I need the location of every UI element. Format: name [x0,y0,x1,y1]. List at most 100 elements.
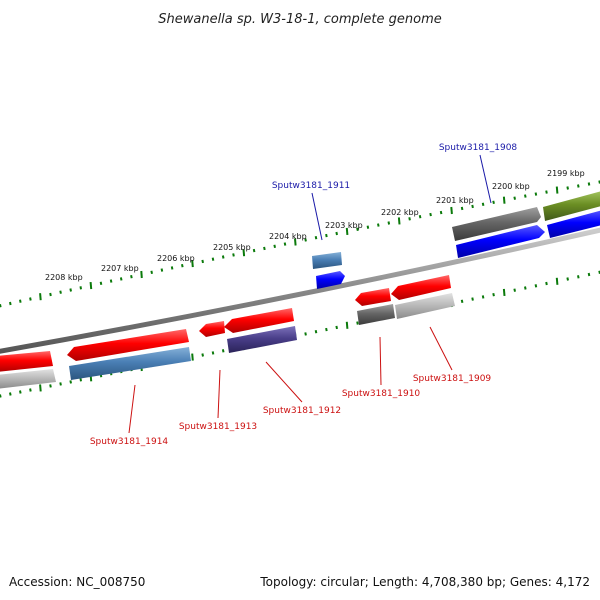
minor-tick [170,266,174,270]
gene-feature[interactable] [357,304,395,325]
minor-tick [160,268,164,272]
cds-feature[interactable] [316,271,345,289]
gene-feature[interactable] [543,191,600,221]
reverse-features [0,275,455,389]
major-tick [294,238,297,246]
minor-tick [356,227,359,231]
cds-feature[interactable] [355,288,391,306]
minor-tick [69,380,72,384]
major-tick [89,282,93,290]
cds-feature[interactable] [0,351,53,372]
ruler-label: 2207 kbp [101,264,139,273]
major-tick [397,217,401,225]
gene-feature[interactable] [0,369,56,389]
minor-tick [534,284,538,288]
gene-feature[interactable] [227,326,297,353]
minor-tick [119,277,123,281]
minor-tick [211,351,215,355]
ruler-ticks [0,180,600,308]
minor-tick [460,299,464,303]
minor-tick [325,327,328,332]
ruler-label: 2203 kbp [325,221,363,230]
minor-tick [181,264,184,268]
gene-label-reverse[interactable]: Sputw3181_1910 [342,389,421,399]
ruler-label: 2208 kbp [45,273,83,282]
minor-tick [471,297,474,301]
cds-feature[interactable] [547,210,600,238]
minor-tick [314,236,318,240]
minor-tick [524,286,527,290]
minor-tick [587,272,591,277]
minor-tick [566,277,569,281]
leader-line [379,336,382,386]
map-title: Shewanella sp. W3-18-1, complete genome [158,12,441,27]
major-tick [345,321,349,329]
minor-tick [0,304,2,308]
leader-line [479,154,492,204]
major-tick [39,293,42,301]
gene-label-forward[interactable]: Sputw3181_1908 [439,143,518,153]
minor-tick [439,210,443,215]
minor-tick [150,270,153,274]
minor-tick [283,242,287,246]
minor-tick [59,290,62,294]
ruler-label: 2205 kbp [213,243,251,252]
minor-tick [19,299,22,303]
gene-feature[interactable] [452,207,541,241]
minor-tick [130,275,133,279]
gene-label-reverse[interactable]: Sputw3181_1914 [90,437,169,447]
genome-summary-text: Topology: circular; Length: 4,708,380 bp… [259,575,590,589]
major-tick [345,227,349,235]
minor-tick [29,297,32,301]
minor-tick [304,238,307,242]
minor-tick [314,330,318,334]
minor-tick [49,292,52,297]
minor-tick [79,378,82,382]
leader-line [128,384,136,434]
minor-tick [99,281,103,285]
major-tick [242,249,246,257]
minor-tick [304,332,307,336]
minor-tick [109,279,113,283]
cds-feature[interactable] [224,308,294,333]
cds-feature[interactable] [456,225,545,258]
minor-tick [566,186,569,190]
forward-features [312,191,600,289]
minor-tick [263,246,266,251]
minor-tick [49,384,52,388]
cds-feature[interactable] [199,321,225,337]
minor-tick [577,275,580,279]
cds-feature[interactable] [67,329,189,361]
minor-tick [492,200,495,204]
gene-feature[interactable] [395,293,455,319]
major-tick [502,196,506,204]
gene-feature[interactable] [69,347,191,380]
minor-tick [408,217,411,221]
gene-label-reverse[interactable]: Sputw3181_1913 [179,422,257,432]
cds-feature[interactable] [391,275,451,300]
minor-tick [545,190,548,194]
major-tick [450,206,453,215]
minor-tick [481,295,485,299]
minor-tick [221,255,225,259]
gene-feature[interactable] [312,252,342,269]
leader-line [217,369,221,419]
minor-tick [335,231,338,236]
gene-label-forward[interactable]: Sputw3181_1911 [272,181,350,191]
ruler-labels: 2208 kbp 2207 kbp 2206 kbp 2205 kbp 2204… [45,169,585,282]
minor-tick [429,212,432,217]
leader-line [265,361,303,403]
major-tick [191,353,194,361]
major-tick [39,384,42,392]
minor-tick [201,259,204,264]
gene-label-reverse[interactable]: Sputw3181_1912 [263,406,341,416]
major-tick [555,277,559,285]
minor-tick [273,244,276,248]
ruler-label: 2206 kbp [157,254,195,263]
minor-tick [19,390,22,394]
minor-tick [201,353,204,357]
gene-label-reverse[interactable]: Sputw3181_1909 [413,374,492,384]
ruler-label: 2202 kbp [381,208,419,217]
genome-backbone [0,227,600,354]
ruler-label: 2200 kbp [492,182,530,191]
